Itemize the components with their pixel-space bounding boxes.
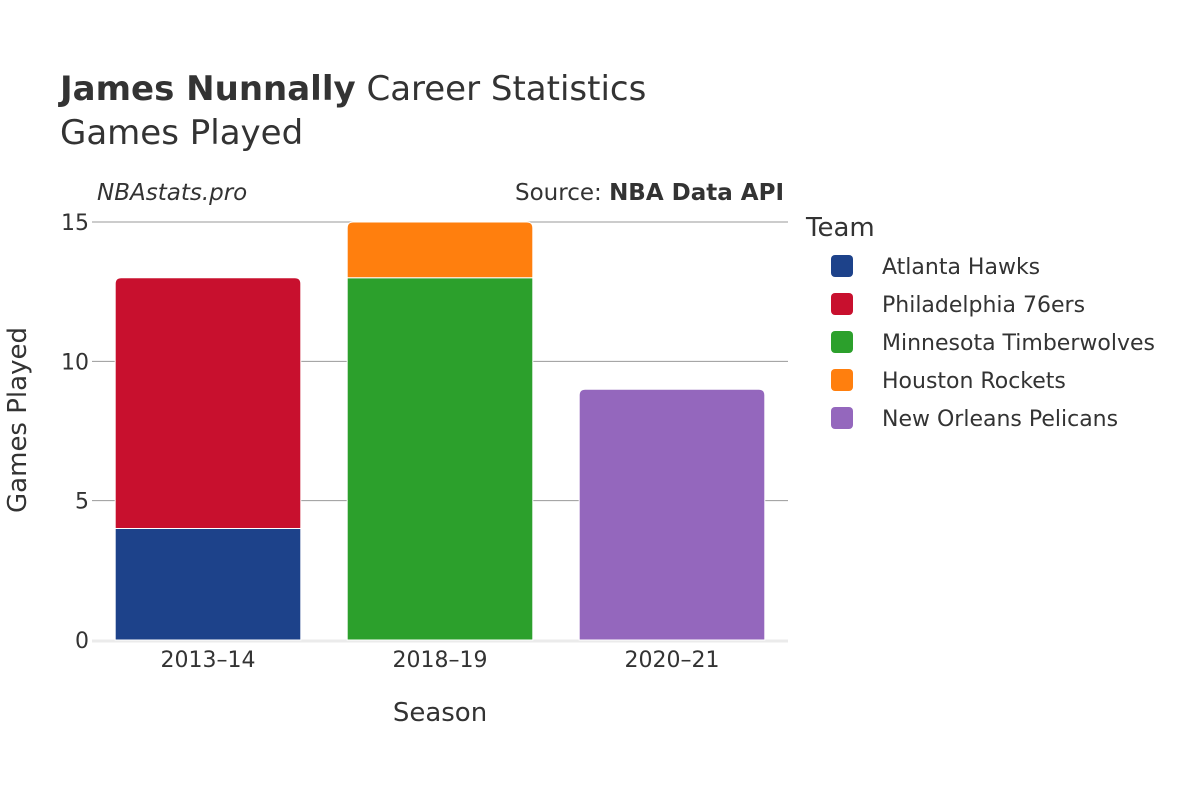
legend-label: Atlanta Hawks [882, 255, 1040, 280]
bar-segment [114, 528, 302, 641]
source-text: Source: NBA Data API [515, 180, 784, 206]
legend-label: Minnesota Timberwolves [882, 331, 1155, 356]
bar-segment [578, 388, 766, 641]
legend-swatch [831, 369, 853, 391]
legend: Atlanta Hawks Philadelphia 76ers Minnesota… [831, 255, 1155, 432]
player-name: James Nunnally [58, 69, 356, 109]
y-tick-label: 5 [75, 490, 89, 515]
legend-title: Team [805, 213, 875, 243]
source-prefix: Source: [515, 180, 609, 206]
legend-label: New Orleans Pelicans [882, 407, 1118, 432]
x-tick-label: 2018–19 [393, 648, 488, 673]
y-tick-label: 10 [61, 350, 89, 375]
legend-swatch [831, 255, 853, 277]
y-axis-ticks: 0 5 10 15 [61, 211, 89, 654]
y-tick-label: 0 [75, 629, 89, 654]
x-axis-ticks: 2013–14 2018–19 2020–21 [161, 648, 720, 673]
bar-segment [346, 221, 534, 279]
legend-label: Philadelphia 76ers [882, 293, 1085, 318]
y-axis-title: Games Played [3, 327, 33, 513]
chart-subtitle: Games Played [60, 113, 303, 153]
bar-segment [346, 277, 534, 641]
legend-swatch [831, 293, 853, 315]
chart-title: James Nunnally Career Statistics [58, 69, 646, 109]
source-name: NBA Data API [609, 180, 784, 206]
legend-label: Houston Rockets [882, 369, 1066, 394]
bar-segment [114, 277, 302, 530]
x-tick-label: 2020–21 [625, 648, 720, 673]
y-tick-label: 15 [61, 211, 89, 236]
x-axis-title: Season [393, 698, 487, 728]
watermark-text: NBAstats.pro [97, 180, 247, 206]
bars [114, 221, 766, 641]
x-tick-label: 2013–14 [161, 648, 256, 673]
title-suffix: Career Statistics [356, 69, 647, 109]
legend-swatch [831, 331, 853, 353]
legend-swatch [831, 407, 853, 429]
